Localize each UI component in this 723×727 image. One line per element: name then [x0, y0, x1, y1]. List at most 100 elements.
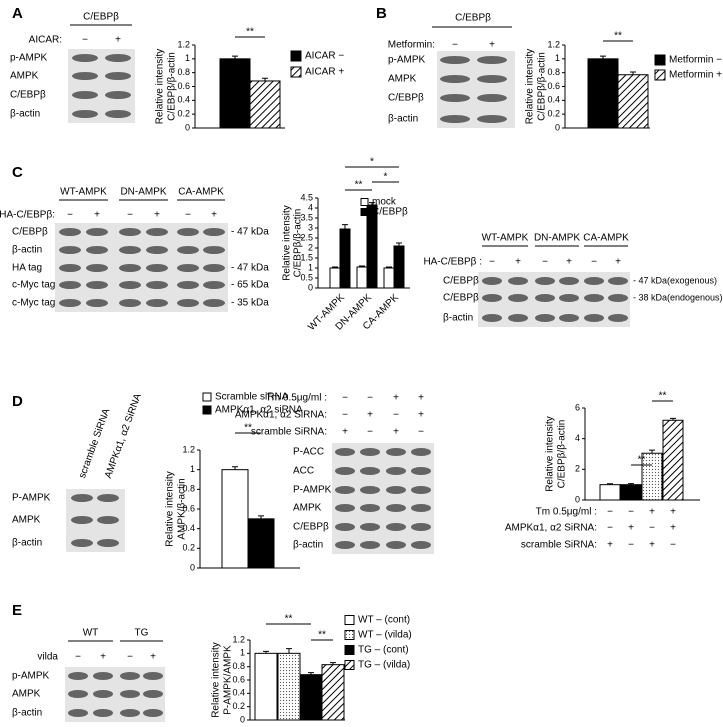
condition-sign: − [342, 393, 348, 404]
significance-label: ** [355, 180, 363, 191]
y-tick-label: 4 [308, 202, 313, 212]
y-tick-label: 4 [575, 433, 580, 443]
panel-label: E [12, 602, 22, 619]
group-label: DN-AMPK [120, 187, 166, 198]
y-tick-label: 0 [185, 122, 190, 132]
group-label: WT-AMPK [60, 187, 107, 198]
band [59, 281, 81, 289]
y-tick-label: 0.4 [177, 95, 190, 105]
band [440, 94, 470, 102]
row-label: AMPK [10, 71, 39, 82]
condition-sign: + [649, 507, 655, 518]
group-label: CA-AMPK [178, 187, 224, 198]
error-bar [600, 55, 606, 59]
legend-swatch [360, 198, 369, 206]
band [386, 504, 406, 512]
group-label: WT [83, 628, 99, 639]
condition-sign: + [342, 427, 348, 438]
condition-label: AICAR: [29, 35, 62, 46]
y-axis-label: Relative intensity [155, 49, 166, 125]
band [440, 75, 470, 83]
y-tick-label: 0.5 [300, 272, 313, 282]
band [93, 672, 113, 680]
legend-label: AMPKα1, α2 siRNA [215, 405, 303, 416]
row-label: β-actin [12, 538, 42, 549]
row-label: β-actin [388, 114, 418, 125]
y-axis-label: C/EBPβ/β-actin [557, 420, 568, 489]
blot-background [55, 223, 228, 312]
condition-sign: − [607, 507, 613, 518]
legend-label: WT – (vilda) [358, 630, 412, 641]
condition-sign: + [367, 410, 373, 421]
legend-swatch [654, 54, 666, 66]
size-label: - 65 kDa [231, 280, 269, 291]
size-label: - 47 kDa [231, 227, 269, 238]
y-axis-label: Relative intensity [545, 416, 556, 492]
y-tick-label: 0.2 [232, 701, 245, 711]
band [177, 299, 199, 307]
legend-swatch [290, 66, 302, 78]
band [119, 264, 141, 272]
condition-sign: − [393, 410, 399, 421]
condition-sign: − [628, 540, 634, 551]
bar [662, 419, 684, 501]
error-bar [359, 265, 365, 267]
y-axis-label: Relative intensity [282, 205, 293, 281]
condition-sign: − [127, 210, 133, 221]
legend-label: Metformin + [669, 70, 722, 81]
band [86, 264, 108, 272]
legend-label: AICAR + [305, 67, 344, 78]
size-label: - 38 kDa(endogenous) [633, 292, 723, 302]
y-tick-label: 0.8 [182, 484, 195, 494]
legend-swatch [202, 392, 212, 402]
band [482, 294, 502, 302]
bar [221, 469, 249, 569]
error-bar [330, 662, 336, 665]
band [86, 299, 108, 307]
band [146, 299, 168, 307]
band [360, 486, 380, 494]
y-tick-label: 0.4 [182, 523, 195, 533]
condition-label: scramble SiRNA: [251, 427, 327, 438]
band [119, 228, 141, 236]
band [477, 56, 507, 64]
band [86, 228, 108, 236]
condition-sign: + [515, 257, 521, 268]
condition-sign: − [670, 540, 676, 551]
condition-label: Tm 0.5μg/ml : [266, 393, 327, 404]
band [335, 504, 355, 512]
condition-sign: + [94, 210, 100, 221]
row-label: C/EBPβ [388, 93, 424, 104]
band [59, 228, 81, 236]
significance-label: * [370, 157, 374, 168]
condition-sign: − [418, 427, 424, 438]
row-label: AMPK [12, 515, 41, 526]
condition-label: Metformin: [388, 40, 435, 51]
condition-sign: + [649, 540, 655, 551]
band [72, 72, 98, 80]
band [68, 709, 88, 717]
row-label: C/EBPβ [443, 276, 479, 287]
band [477, 115, 507, 123]
band [584, 277, 604, 285]
legend-swatch [344, 660, 355, 670]
y-tick-label: 1.5 [300, 252, 313, 262]
y-tick-label: 0.8 [547, 67, 560, 77]
condition-label: HA-C/EBPβ: [0, 210, 55, 221]
y-tick-label: 1.2 [547, 39, 560, 49]
band [386, 541, 406, 549]
band [93, 709, 113, 717]
y-tick-label: 1 [185, 53, 190, 63]
error-bar [232, 55, 238, 59]
bar [249, 80, 281, 129]
error-bar [232, 466, 238, 470]
panel-label: B [376, 5, 387, 22]
row-label: AMPK [388, 74, 417, 85]
band [440, 115, 470, 123]
condition-sign: + [615, 257, 621, 268]
bar [383, 267, 395, 289]
condition-sign: + [670, 523, 676, 534]
band [535, 294, 555, 302]
band [177, 228, 199, 236]
